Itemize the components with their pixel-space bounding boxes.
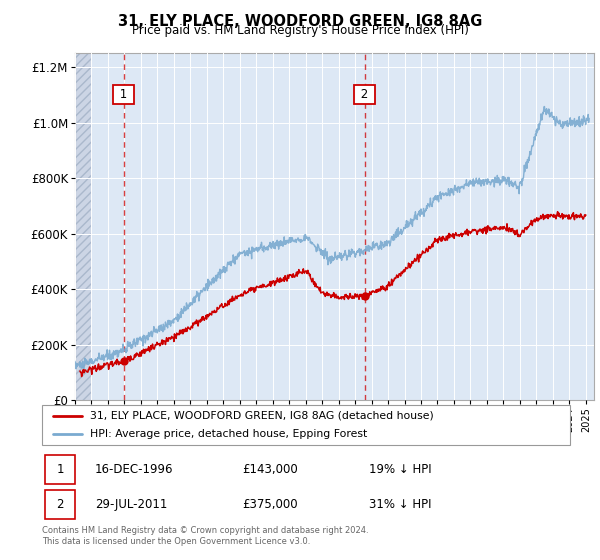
Text: 2: 2 [357, 88, 372, 101]
Text: 31, ELY PLACE, WOODFORD GREEN, IG8 8AG (detached house): 31, ELY PLACE, WOODFORD GREEN, IG8 8AG (… [89, 411, 433, 421]
FancyBboxPatch shape [44, 455, 75, 483]
Text: £375,000: £375,000 [242, 498, 298, 511]
Text: HPI: Average price, detached house, Epping Forest: HPI: Average price, detached house, Eppi… [89, 430, 367, 439]
Text: 1: 1 [56, 463, 64, 475]
Text: 29-JUL-2011: 29-JUL-2011 [95, 498, 167, 511]
Text: Price paid vs. HM Land Registry's House Price Index (HPI): Price paid vs. HM Land Registry's House … [131, 24, 469, 36]
Text: 2: 2 [56, 498, 64, 511]
Text: 31% ↓ HPI: 31% ↓ HPI [370, 498, 432, 511]
Text: 31, ELY PLACE, WOODFORD GREEN, IG8 8AG: 31, ELY PLACE, WOODFORD GREEN, IG8 8AG [118, 14, 482, 29]
Bar [75, 53, 91, 400]
Text: £143,000: £143,000 [242, 463, 298, 475]
Text: 1: 1 [116, 88, 131, 101]
FancyBboxPatch shape [44, 491, 75, 519]
Text: 16-DEC-1996: 16-DEC-1996 [95, 463, 173, 475]
Text: Contains HM Land Registry data © Crown copyright and database right 2024.
This d: Contains HM Land Registry data © Crown c… [42, 526, 368, 546]
Text: 19% ↓ HPI: 19% ↓ HPI [370, 463, 432, 475]
